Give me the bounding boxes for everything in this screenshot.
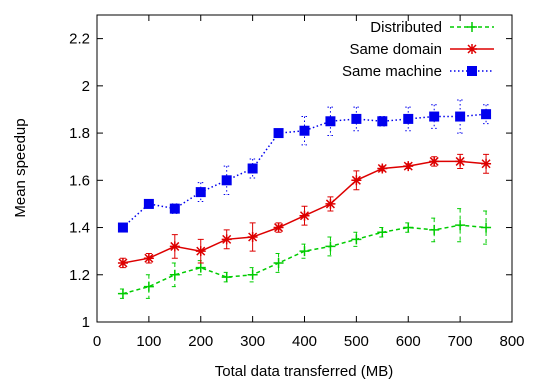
data-point — [169, 241, 180, 252]
data-point — [117, 288, 128, 299]
data-point — [403, 113, 414, 124]
data-point — [351, 234, 362, 245]
x-tick-label: 600 — [396, 333, 421, 350]
data-point — [195, 187, 206, 198]
data-point — [299, 246, 310, 257]
data-point — [351, 113, 362, 124]
error-bar — [405, 106, 412, 132]
error-bar — [171, 262, 178, 288]
data-point — [377, 227, 388, 238]
data-point — [195, 246, 206, 257]
legend-label: Same machine — [342, 63, 442, 80]
legend-marker — [467, 66, 477, 76]
data-point — [117, 222, 128, 233]
series-same-machine — [117, 99, 492, 233]
error-bar — [353, 106, 360, 132]
data-point — [221, 272, 232, 283]
data-point — [221, 234, 232, 245]
data-point — [429, 111, 440, 122]
x-tick-label: 700 — [448, 333, 473, 350]
data-point — [143, 281, 154, 292]
series-same-domain — [117, 153, 492, 269]
data-point — [481, 222, 492, 233]
data-point — [273, 257, 284, 268]
data-point — [169, 269, 180, 280]
data-point — [351, 175, 362, 186]
data-point — [247, 163, 258, 174]
x-tick-label: 200 — [188, 333, 213, 350]
data-point — [455, 220, 466, 231]
data-point — [143, 198, 154, 209]
error-bar — [431, 104, 438, 129]
data-point — [325, 116, 336, 127]
x-tick-label: 300 — [240, 333, 265, 350]
x-tick-label: 0 — [93, 333, 101, 350]
data-point — [299, 125, 310, 136]
data-point — [143, 253, 154, 264]
y-tick-label: 2.2 — [69, 31, 90, 48]
series-line — [122, 224, 487, 295]
data-point — [247, 269, 258, 280]
data-point — [455, 156, 466, 167]
series-distributed — [117, 208, 492, 299]
error-bar — [145, 274, 152, 299]
data-point — [429, 224, 440, 235]
data-point — [403, 161, 414, 172]
data-point — [377, 163, 388, 174]
y-tick-label: 1.2 — [69, 267, 90, 284]
y-axis-label: Mean speedup — [12, 118, 29, 217]
error-bar — [301, 116, 308, 146]
data-point — [481, 109, 492, 120]
x-axis-label: Total data transferred (MB) — [215, 363, 393, 380]
legend-entry: Same machine — [342, 63, 494, 80]
data-point — [403, 222, 414, 233]
error-bar — [431, 217, 438, 243]
data-point — [273, 128, 284, 139]
data-point — [169, 203, 180, 214]
data-point — [429, 156, 440, 167]
data-point — [481, 158, 492, 169]
data-point — [325, 241, 336, 252]
legend-marker — [467, 22, 477, 32]
legend-label: Same domain — [349, 41, 442, 58]
data-point — [325, 198, 336, 209]
x-tick-label: 800 — [499, 333, 524, 350]
legend-entry: Same domain — [349, 41, 494, 58]
data-point — [195, 262, 206, 273]
legend-marker — [467, 44, 477, 54]
x-tick-label: 100 — [136, 333, 161, 350]
y-tick-label: 2 — [82, 78, 90, 95]
plot-frame — [96, 14, 513, 323]
data-point — [377, 116, 388, 127]
y-tick-label: 1 — [82, 314, 90, 331]
data-point — [117, 257, 128, 268]
x-tick-label: 500 — [344, 333, 369, 350]
legend-label: Distributed — [370, 19, 442, 36]
x-tick-label: 400 — [292, 333, 317, 350]
data-point — [455, 111, 466, 122]
y-tick-label: 1.6 — [69, 172, 90, 189]
data-point — [273, 222, 284, 233]
data-point — [247, 231, 258, 242]
legend-entry: Distributed — [370, 19, 494, 36]
data-point — [221, 175, 232, 186]
y-tick-label: 1.4 — [69, 220, 90, 237]
data-point — [299, 210, 310, 221]
error-bar — [327, 106, 334, 136]
error-bar — [223, 165, 230, 195]
y-tick-label: 1.8 — [69, 125, 90, 142]
